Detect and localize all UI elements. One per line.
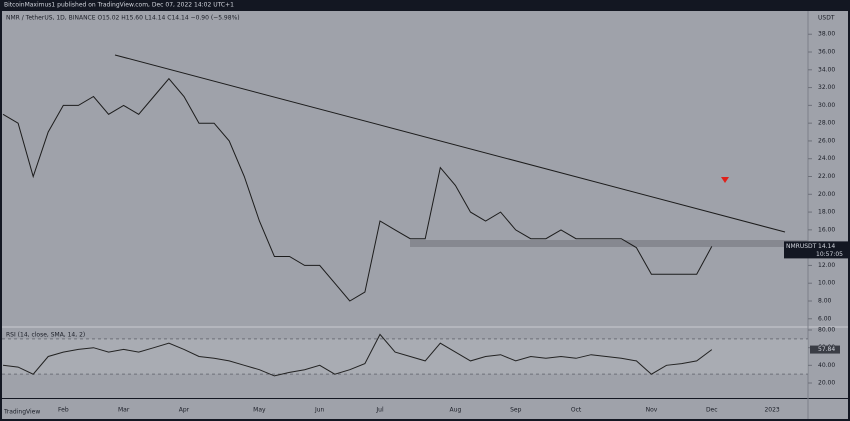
y-tick-label: 24.00 (818, 155, 835, 162)
price-tag-name: NMRUSDT (786, 243, 817, 250)
rsi-tag-bg (810, 345, 840, 354)
x-tick-label: Jul (375, 407, 384, 414)
y-tick-label: 80.00 (818, 327, 835, 334)
x-tick-label: Aug (450, 407, 462, 414)
x-tick-label: Jun (314, 407, 325, 414)
y-tick-label: 18.00 (818, 209, 835, 216)
y-tick-label: 8.00 (818, 297, 832, 304)
rsi-tag-value: 57.84 (818, 346, 835, 353)
y-tick-label: 16.00 (818, 226, 835, 233)
plot-area (2, 11, 808, 398)
y-tick-label: 34.00 (818, 66, 835, 73)
y-tick-label: 32.00 (818, 84, 835, 91)
signal-arrow (721, 177, 729, 183)
x-tick-label: Dec (706, 407, 718, 414)
support-zone (410, 240, 808, 247)
symbol-legend: NMR / TetherUS, 1D, BINANCE O15.02 H15.6… (6, 15, 240, 22)
time-axis (2, 399, 848, 419)
y-tick-label: 28.00 (818, 120, 835, 127)
rsi-band (2, 338, 808, 375)
y-tick-label: 20.00 (818, 379, 835, 386)
x-tick-label: Sep (510, 407, 522, 414)
price-axis (808, 11, 848, 398)
y-tick-label: 20.00 (818, 191, 835, 198)
y-tick-label: 38.00 (818, 31, 835, 38)
y-tick-label: 12.00 (818, 262, 835, 269)
y-tick-label: 30.00 (818, 102, 835, 109)
x-tick-label: Nov (646, 407, 658, 414)
price-tag-value: 14.14 (818, 243, 835, 250)
x-tick-label: Feb (58, 407, 69, 414)
y-tick-label: 6.00 (818, 315, 832, 322)
price-line (2, 333, 713, 377)
trendline (114, 54, 786, 233)
x-tick-label: 2023 (764, 407, 779, 414)
y-tick-label: 10.00 (818, 280, 835, 287)
y-tick-label: 26.00 (818, 137, 835, 144)
x-tick-label: Mar (118, 407, 130, 414)
price-line (2, 77, 713, 302)
x-tick-label: Apr (179, 407, 190, 414)
countdown: 10:57:05 (816, 251, 843, 258)
rsi-legend: RSI (14, close, SMA, 14, 2) (6, 332, 85, 339)
x-tick-label: May (253, 407, 266, 414)
footer-logo: TradingView (3, 409, 40, 416)
y-tick-label: 36.00 (818, 49, 835, 56)
y-tick-label: 22.00 (818, 173, 835, 180)
publisher: BitcoinMaximus1 published on TradingView… (4, 2, 234, 9)
x-tick-label: Oct (571, 407, 582, 414)
price-tag-bg (784, 241, 848, 259)
y-tick-label: 40.00 (818, 362, 835, 369)
axis-unit: USDT (818, 15, 835, 22)
